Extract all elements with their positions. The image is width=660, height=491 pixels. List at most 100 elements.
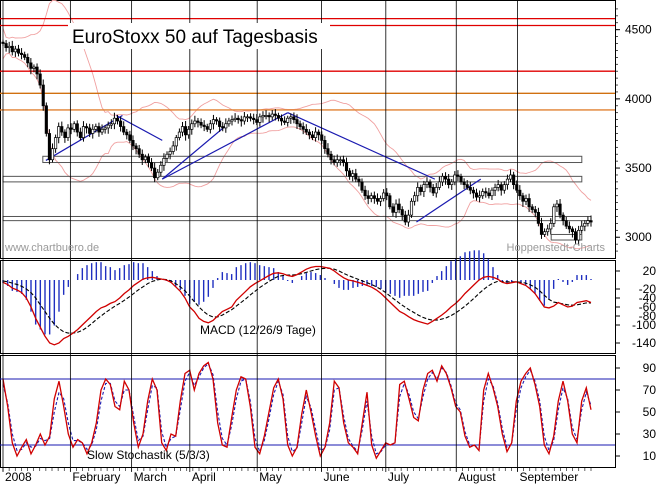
candle-body (468, 187, 472, 191)
candle-body (7, 45, 11, 49)
candle-body (125, 131, 129, 136)
candle-body (481, 191, 485, 197)
candle-body (202, 124, 206, 127)
candle-body (573, 231, 578, 241)
candle-body (20, 52, 24, 55)
candle-body (539, 223, 544, 235)
macd-y-tick-label: -60 (639, 300, 657, 314)
candle-body (258, 116, 262, 123)
candle-body (276, 115, 280, 119)
candle-body (422, 184, 426, 192)
candle-body (478, 195, 482, 198)
candle-body (369, 195, 373, 199)
candle-body (128, 134, 132, 141)
candle-body (586, 220, 590, 224)
candle-body (555, 203, 559, 208)
candle-body (521, 195, 525, 202)
macd-y-tick-label: -80 (639, 309, 657, 323)
candle-body (218, 120, 222, 127)
trend-line (287, 112, 436, 180)
candle-body (106, 124, 110, 129)
candle-body (434, 187, 438, 194)
candle-body (546, 228, 550, 233)
candle-body (564, 220, 568, 227)
candle-body (413, 195, 417, 202)
candle-body (286, 117, 290, 123)
source-left: www.chartbuero.de (4, 242, 99, 254)
candle-body (245, 116, 250, 119)
candle-body (304, 128, 308, 133)
macd-y-tick-label: -20 (639, 282, 657, 296)
candle-body (323, 140, 327, 150)
candle-body (447, 178, 451, 186)
candle-body (515, 184, 519, 191)
candle-body (357, 178, 361, 183)
candle-body (4, 43, 8, 49)
candle-body (558, 203, 562, 216)
candle-body (171, 145, 175, 152)
candle-body (400, 209, 404, 216)
candle-body (140, 153, 144, 161)
macd-y-tick-label: -100 (632, 318, 656, 332)
candle-body (360, 181, 364, 191)
candle-body (465, 184, 469, 188)
candle-body (283, 120, 287, 123)
candle-body (549, 223, 553, 230)
price-y-tick-label: 3000 (625, 230, 652, 244)
candle-body (533, 209, 537, 213)
candle-body (499, 184, 503, 191)
candle-body (16, 48, 21, 54)
candle-body (261, 115, 265, 118)
candle-body (298, 123, 302, 127)
candle-body (326, 148, 330, 155)
candle-body (471, 189, 475, 194)
candle-body (97, 126, 101, 133)
month-label: September (520, 470, 579, 484)
candle-body (552, 206, 556, 224)
candle-body (338, 159, 342, 162)
month-label: May (259, 470, 282, 484)
candle-body (115, 117, 120, 122)
candle-body (314, 131, 318, 138)
candle-body (577, 229, 581, 241)
candle-body (50, 148, 55, 161)
candle-body (214, 119, 219, 122)
macd-y-tick-label: 20 (643, 264, 657, 278)
candle-body (341, 159, 345, 163)
price-y-tick-label: 4500 (625, 23, 652, 37)
candle-body (394, 203, 398, 213)
macd-y-tick-label: -40 (639, 291, 657, 305)
candle-body (122, 126, 126, 133)
candle-body (527, 198, 531, 208)
candle-body (165, 153, 169, 159)
candle-body (57, 126, 61, 138)
candle-body (26, 57, 30, 64)
stochastic-y-tick-label: 10 (643, 449, 657, 463)
candle-body (270, 113, 274, 118)
candle-body (348, 170, 352, 177)
candle-body (431, 187, 435, 194)
candle-body (211, 119, 215, 125)
candle-body (75, 123, 79, 133)
candle-body (224, 123, 228, 129)
candle-body (131, 140, 135, 147)
candle-body (310, 134, 315, 138)
candle-body (570, 228, 574, 233)
candle-body (512, 174, 516, 186)
month-label: 2008 (5, 470, 32, 484)
candle-body (267, 115, 271, 118)
candle-body (196, 120, 200, 123)
candle-body (496, 184, 500, 188)
candle-body (379, 198, 383, 202)
candle-body (382, 192, 386, 199)
candle-body (450, 181, 454, 186)
candle-body (474, 192, 479, 198)
candle-body (388, 195, 392, 208)
month-label: March (134, 470, 167, 484)
candle-body (397, 203, 401, 210)
candle-body (505, 178, 509, 186)
candle-body (425, 181, 429, 186)
candle-body (242, 116, 246, 122)
